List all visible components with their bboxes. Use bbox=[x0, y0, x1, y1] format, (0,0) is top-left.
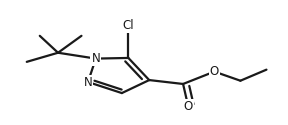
Text: N: N bbox=[91, 52, 100, 65]
Text: Cl: Cl bbox=[123, 19, 134, 32]
Text: O: O bbox=[184, 100, 193, 113]
Text: N: N bbox=[84, 76, 92, 88]
Text: O: O bbox=[210, 65, 219, 78]
